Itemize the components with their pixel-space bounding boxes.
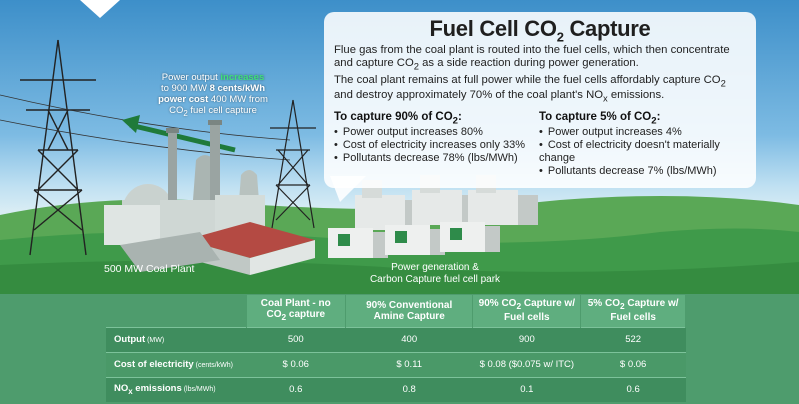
table-cell: $ 0.06 (580, 351, 686, 377)
table-cell: 900 (472, 326, 581, 352)
capture-5-heading: To capture 5% of CO2: (539, 111, 661, 127)
table-row: Cost of electricity (cents/kWh) $ 0.06 $… (106, 351, 686, 377)
table-cell: 400 (345, 326, 473, 352)
column-header: Coal Plant - no CO2 capture (246, 295, 347, 327)
table-cell: 500 (246, 326, 346, 352)
coal-plant-label: 500 MW Coal Plant (104, 263, 195, 275)
comparison-table: Coal Plant - no CO2 capture 90% Conventi… (106, 295, 686, 402)
table-cell: $ 0.06 (246, 351, 346, 377)
transmission-tower-left (0, 39, 291, 256)
table-row: NOx emissions (lbs/MWh) 0.6 0.8 0.1 0.6 (106, 376, 686, 402)
row-label: Output (MW) (106, 326, 246, 352)
table-corner (106, 295, 247, 327)
top-notch (80, 0, 120, 18)
column-header: 90% Conventional Amine Capture (345, 295, 474, 327)
capture-5-column: To capture 5% of CO2: Power output incre… (539, 111, 744, 178)
table-row: Output (MW) 500 400 900 522 (106, 326, 686, 352)
illustration-scene: Power output increases to 900 MW 8 cents… (0, 0, 799, 300)
fuel-cell-park-label: Power generation & Carbon Capture fuel ce… (369, 262, 501, 285)
column-header: 90% CO2 Capture w/ Fuel cells (472, 295, 582, 327)
row-label: NOx emissions (lbs/MWh) (106, 376, 246, 402)
power-output-note: Power output increases to 900 MW 8 cents… (158, 72, 268, 118)
list-item: Pollutants decrease 7% (lbs/MWh) (539, 165, 744, 178)
capture-90-heading: To capture 90% of CO2: (334, 111, 462, 127)
table-cell: $ 0.08 ($0.075 w/ ITC) (472, 351, 581, 377)
list-item: Power output increases 4% (539, 126, 744, 139)
list-item: Pollutants decrease 78% (lbs/MWh) (334, 152, 539, 165)
comparison-table-section: Coal Plant - no CO2 capture 90% Conventi… (0, 294, 799, 404)
coal-plant (104, 120, 315, 275)
transmission-tower-right (270, 99, 316, 229)
callout-title: Fuel Cell CO2 Capture (429, 16, 651, 45)
table-cell: $ 0.11 (345, 351, 473, 377)
table-cell: 0.1 (472, 376, 581, 402)
table-cell: 0.6 (246, 376, 346, 402)
table-cell: 522 (580, 326, 686, 352)
callout-paragraph-1: Flue gas from the coal plant is routed i… (334, 44, 730, 72)
info-callout: Fuel Cell CO2 Capture Flue gas from the … (324, 12, 756, 188)
table-cell: 0.8 (345, 376, 473, 402)
column-header: 5% CO2 Capture w/ Fuel cells (580, 295, 686, 327)
list-item: Cost of electricity doesn't materially c… (539, 139, 744, 165)
list-item: Cost of electricity increases only 33% (334, 139, 539, 152)
capture-90-column: To capture 90% of CO2: Power output incr… (334, 111, 539, 178)
power-arrow (129, 122, 236, 153)
row-label: Cost of electricity (cents/kWh) (106, 351, 246, 377)
fuel-cell-park (328, 175, 538, 258)
landscape-illustration (0, 39, 799, 300)
list-item: Power output increases 80% (334, 126, 539, 139)
table-cell: 0.6 (580, 376, 686, 402)
callout-paragraph-2: The coal plant remains at full power whi… (334, 73, 726, 104)
